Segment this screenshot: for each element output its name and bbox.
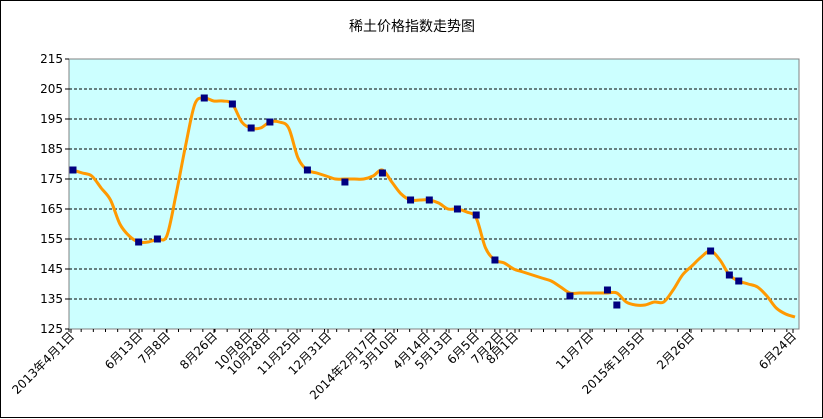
data-point-marker bbox=[603, 286, 611, 294]
plot-area bbox=[68, 58, 800, 330]
data-point-marker bbox=[725, 271, 733, 279]
x-tick-label: 6月13日 bbox=[102, 329, 145, 372]
data-point-marker bbox=[228, 100, 236, 108]
data-point-marker bbox=[407, 196, 415, 204]
y-tick-label: 165 bbox=[40, 202, 63, 216]
x-tick-label: 8月26日 bbox=[177, 329, 220, 372]
data-point-marker bbox=[472, 211, 480, 219]
data-point-marker bbox=[266, 118, 274, 126]
data-point-marker bbox=[735, 277, 743, 285]
data-point-marker bbox=[425, 196, 433, 204]
y-tick-label: 185 bbox=[40, 142, 63, 156]
x-tick-label: 6月24日 bbox=[756, 329, 799, 372]
x-tick-label: 7月8日 bbox=[135, 329, 173, 367]
x-tick-label: 11月7日 bbox=[553, 329, 596, 372]
y-tick-label: 145 bbox=[40, 262, 63, 276]
data-point-marker bbox=[378, 169, 386, 177]
y-tick-label: 195 bbox=[40, 112, 63, 126]
series-group bbox=[72, 96, 796, 319]
data-point-marker bbox=[153, 235, 161, 243]
y-tick-label: 215 bbox=[40, 52, 63, 66]
chart-title: 稀土价格指数走势图 bbox=[349, 19, 475, 35]
marker-group bbox=[69, 94, 743, 309]
y-tick-label: 135 bbox=[40, 292, 63, 306]
y-tick-label: 155 bbox=[40, 232, 63, 246]
y-tick-label: 125 bbox=[40, 322, 63, 336]
y-tick-label: 175 bbox=[40, 172, 63, 186]
data-point-marker bbox=[69, 166, 77, 174]
data-point-marker bbox=[491, 256, 499, 264]
data-point-marker bbox=[566, 292, 574, 300]
data-point-marker bbox=[341, 178, 349, 186]
data-point-marker bbox=[613, 301, 621, 309]
data-point-marker bbox=[247, 124, 255, 132]
data-point-marker bbox=[135, 238, 143, 246]
y-tick-label: 205 bbox=[40, 82, 63, 96]
data-point-marker bbox=[707, 247, 715, 255]
y-axis: 125 135 145 155 165 175 185 195 205 215 bbox=[40, 52, 69, 336]
data-point-marker bbox=[200, 94, 208, 102]
x-tick-label: 2月26日 bbox=[654, 329, 697, 372]
data-point-marker bbox=[453, 205, 461, 213]
x-tick-label: 2013年4月1日 bbox=[9, 329, 77, 397]
data-point-marker bbox=[303, 166, 311, 174]
series-line-rare-earth-index bbox=[72, 96, 796, 319]
